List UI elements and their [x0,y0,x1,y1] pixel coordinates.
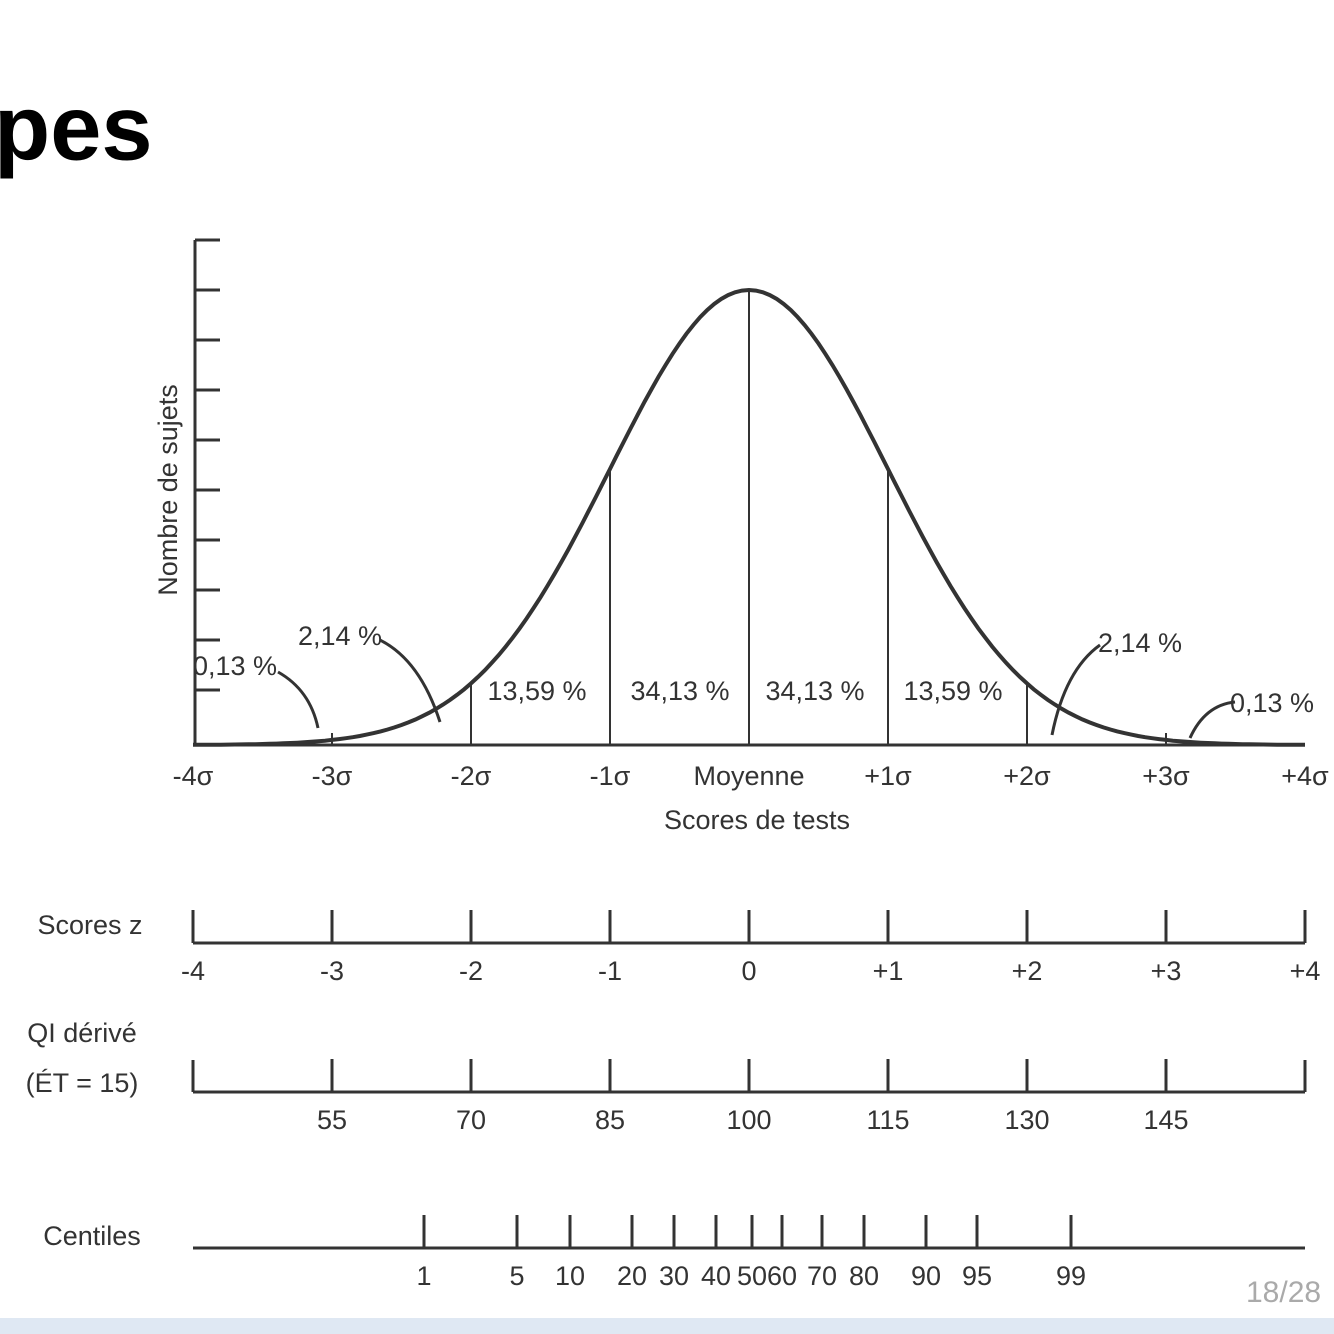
region-label: 13,59 % [903,676,1002,706]
scale-tick-label: 1 [416,1261,431,1291]
x-tick-label: +3σ [1142,761,1190,791]
scale-tick-label: +4 [1290,956,1321,986]
scale-tick-label: 0 [741,956,756,986]
x-tick-label: +4σ [1281,761,1329,791]
scale-tick-label: 70 [456,1105,486,1135]
scale-tick-label: 145 [1143,1105,1188,1135]
x-tick-label: -1σ [590,761,631,791]
scale-tick-label: 30 [659,1261,689,1291]
scale-tick-label: -4 [181,956,205,986]
region-label: 0,13 % [193,651,277,681]
scale-tick-label: -2 [459,956,483,986]
region-label: 13,59 % [487,676,586,706]
x-tick-label: -4σ [173,761,214,791]
scale-tick-label: 60 [767,1261,797,1291]
scale-tick-label: 70 [807,1261,837,1291]
footer-bar [0,1318,1334,1334]
x-tick-label: Moyenne [693,761,804,791]
scale-tick-label: +3 [1151,956,1182,986]
scale-tick-label: -1 [598,956,622,986]
y-axis-label: Nombre de sujets [153,384,183,596]
scale-sublabel: (ÉT = 15) [26,1068,139,1098]
scale-tick-label: 40 [701,1261,731,1291]
scale-tick-label: -3 [320,956,344,986]
scale-tick-label: 99 [1056,1261,1086,1291]
scale-tick-label: 50 [737,1261,767,1291]
scale-tick-label: 85 [595,1105,625,1135]
region-label: 0,13 % [1230,688,1314,718]
scale-tick-label: 80 [849,1261,879,1291]
scale-tick-label: 115 [866,1105,909,1135]
scale-tick-label: 5 [509,1261,524,1291]
scale-tick-label: 55 [317,1105,347,1135]
scale-tick-label: +2 [1012,956,1043,986]
scale-tick-label: 130 [1004,1105,1049,1135]
x-axis-label: Scores de tests [664,805,850,835]
x-tick-label: +2σ [1003,761,1051,791]
scale-label: Centiles [43,1221,141,1251]
scale-tick-label: 95 [962,1261,992,1291]
region-label: 2,14 % [1098,628,1182,658]
scale-tick-label: 90 [911,1261,941,1291]
x-tick-label: -2σ [451,761,492,791]
region-label: 2,14 % [298,621,382,651]
x-tick-label: -3σ [312,761,353,791]
scale-label: QI dérivé [27,1018,137,1048]
arrow [1188,700,1236,739]
scale-tick-label: 20 [617,1261,647,1291]
region-label: 34,13 % [630,676,729,706]
slide-title: pes [0,77,153,179]
scale-tick-label: 100 [726,1105,771,1135]
page-number: 18/28 [1246,1276,1321,1309]
scale-label: Scores z [37,910,142,940]
scale-tick-label: +1 [873,956,904,986]
arrow [1050,643,1101,736]
region-label: 34,13 % [765,676,864,706]
arrow [277,670,320,729]
scale-tick-label: 10 [555,1261,585,1291]
x-tick-label: +1σ [864,761,912,791]
